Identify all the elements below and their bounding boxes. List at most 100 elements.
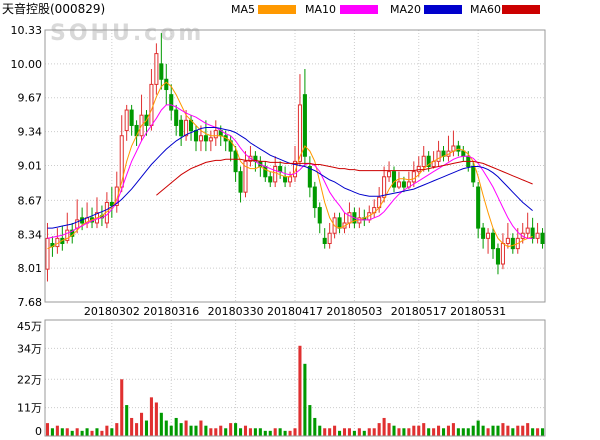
candle-body-up [208,137,213,142]
volume-y-tick-label: 22万 [17,373,42,386]
legend-item-ma10: MA10 [305,3,378,16]
price-x-tick-label: 20180302 [84,305,140,318]
candle-body-up [184,119,189,137]
volume-bar-up [65,428,69,436]
volume-bar-down [164,420,168,436]
volume-bar-down [313,417,317,436]
chart-title: 天音控股(000829) [2,1,105,16]
volume-bar-down [476,420,480,436]
volume-bar-up [422,423,426,436]
candle-body-down [540,232,545,244]
candle-body-up [119,135,124,188]
volume-bar-up [219,425,223,436]
price-y-tick-label: 10.00 [11,58,43,71]
candle-body-up [382,176,387,198]
legend-item-ma5: MA5 [231,3,296,16]
candle-body-up [411,171,416,183]
candle-body-down [302,94,307,157]
price-x-tick-label: 20180531 [450,305,506,318]
volume-bar-up [347,428,351,436]
volume-panel-frame [44,319,546,437]
volume-bar-up [328,428,332,436]
candle-body-up [416,166,421,173]
candle-body-down [471,166,476,183]
volume-bar-up [377,423,381,436]
price-x-tick-label: 20180417 [267,305,323,318]
price-y-tick-label: 7.68 [18,296,43,309]
candle-body-down [238,171,243,193]
volume-bar-down [80,430,84,436]
candle-body-down [179,119,184,137]
volume-bar-down [60,428,64,436]
volume-bar-up [323,428,327,436]
candle-body-up [436,150,441,162]
candle-body-down [391,171,397,188]
volume-bar-up [90,430,94,436]
candle-body-down [401,181,406,188]
candle-body-down [510,237,515,250]
volume-bar-up [486,428,490,436]
volume-bar-down [159,412,163,436]
volume-bar-up [372,428,376,436]
candle-body-down [461,150,466,157]
candle-body-down [278,166,283,173]
price-y-tick-label: 8.34 [18,228,43,241]
candle-body-down [312,186,317,209]
volume-bar-up [214,428,218,436]
volume-bar-down [50,428,54,436]
volume-bar-up [357,428,361,436]
moving-average-lines [47,81,533,250]
volume-bar-down [352,430,356,436]
volume-bar-up [333,425,337,436]
legend-label-ma60: MA60 [470,3,501,16]
volume-bar-up [501,423,505,436]
candle-body-up [213,130,218,139]
candle-body-up [198,135,203,142]
candle-body-down [233,150,238,173]
legend-swatch-ma5 [258,5,296,14]
volume-bar-up [437,425,441,436]
volume-bar-up [130,417,134,436]
candle-body-up [525,227,530,234]
candle-body-up [45,237,50,270]
volume-bar-up [135,423,139,436]
volume-bar-down [338,430,342,436]
price-y-tick-label: 10.33 [11,24,43,37]
legend-swatch-ma60 [502,5,540,14]
volume-bar-up [55,425,59,436]
price-x-tick-label: 20180503 [326,305,382,318]
volume-bar-down [456,428,460,436]
volume-bar-up [382,417,386,436]
candle-body-up [500,242,505,265]
price-x-tick-label: 20180330 [208,305,264,318]
candle-body-down [495,248,501,265]
volume-y-tick-label: 11万 [17,402,42,415]
candles [45,33,545,282]
volume-bar-up [100,430,104,436]
candle-body-up [347,212,352,224]
legend-item-ma60: MA60 [470,3,540,16]
volume-bar-up [342,428,347,436]
legend-label-ma20: MA20 [390,3,421,16]
volume-bar-up [451,423,455,436]
volume-bar-up [298,345,302,436]
volume-bar-up [407,428,411,436]
volume-y-axis: 45万 34万 22万 11万 0 [17,320,42,438]
volume-bar-down [441,428,446,436]
candle-body-down [193,130,199,142]
volume-bar-up [288,430,292,436]
volume-grid [45,320,545,436]
volume-bar-down [466,428,470,436]
candle-body-up [292,160,298,178]
volume-bar-down [540,428,545,436]
volume-bar-down [110,428,114,436]
volume-bar-down [125,405,129,436]
candle-body-up [486,232,491,239]
candle-body-down [307,166,312,188]
volume-bar-up [521,425,525,436]
volume-bar-up [397,428,401,436]
legend-item-ma20: MA20 [390,3,462,16]
volume-bar-up [229,423,233,436]
price-x-tick-label: 20180316 [143,305,199,318]
price-x-tick-label: 20180517 [391,305,447,318]
